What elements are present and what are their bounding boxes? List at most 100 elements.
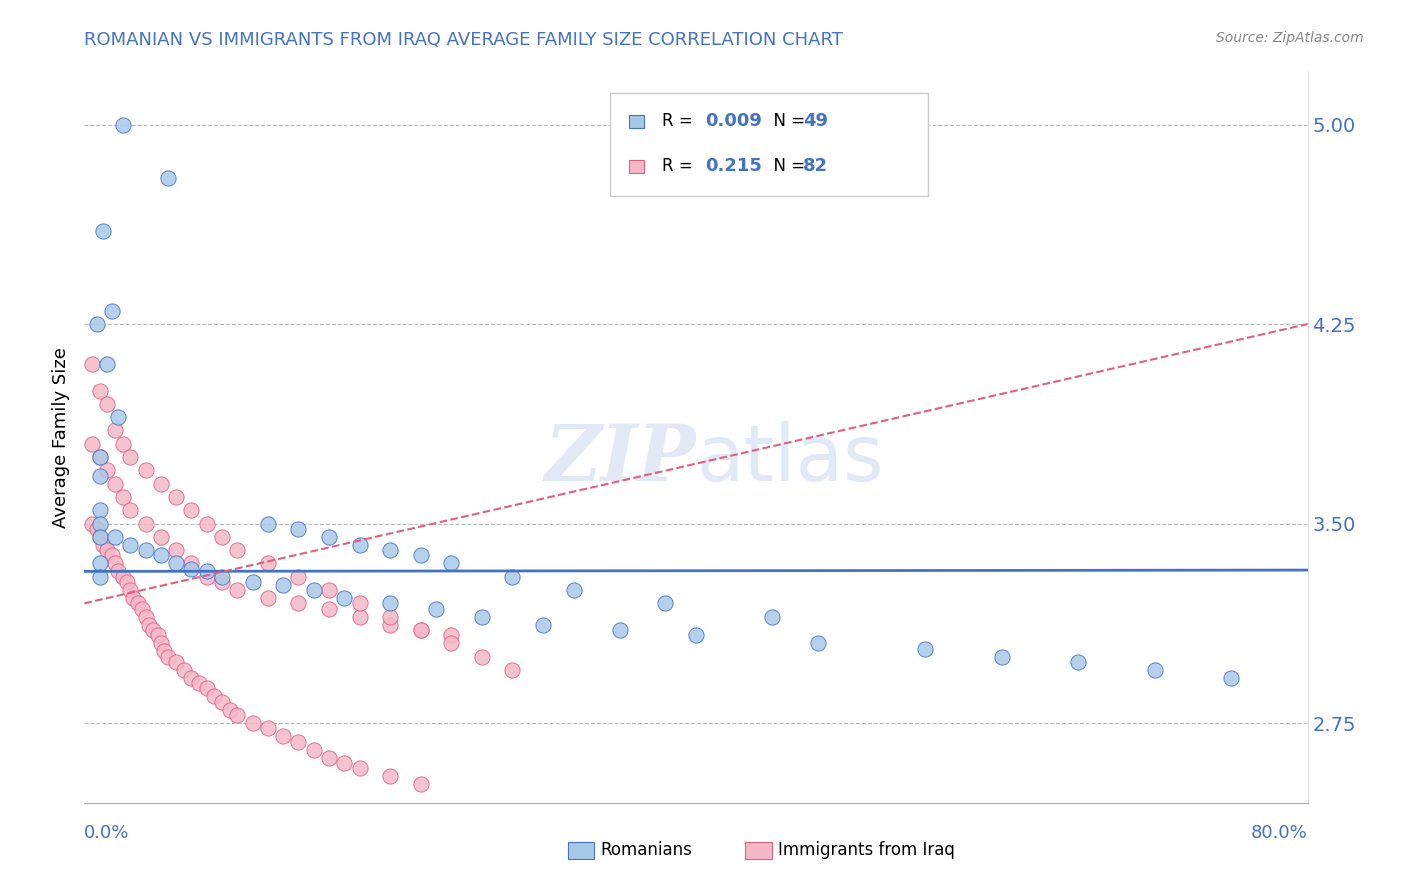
Point bbox=[409, 777, 432, 791]
Text: Immigrants from Iraq: Immigrants from Iraq bbox=[778, 841, 955, 859]
Point bbox=[149, 476, 172, 491]
Point bbox=[211, 575, 233, 590]
Bar bbox=[628, 160, 644, 173]
Point bbox=[153, 644, 176, 658]
Point bbox=[188, 676, 211, 690]
Point bbox=[96, 543, 118, 558]
Point bbox=[195, 681, 218, 696]
Point bbox=[242, 575, 264, 590]
Text: atlas: atlas bbox=[696, 421, 883, 497]
Point bbox=[104, 557, 127, 571]
Point bbox=[165, 557, 187, 571]
Point bbox=[380, 609, 402, 624]
Point bbox=[96, 463, 118, 477]
Point bbox=[318, 750, 340, 764]
Point bbox=[1143, 663, 1166, 677]
Point bbox=[257, 722, 280, 736]
Point bbox=[195, 565, 218, 579]
Point bbox=[165, 655, 187, 669]
Point bbox=[1067, 655, 1090, 669]
Point bbox=[349, 609, 371, 624]
Point bbox=[409, 549, 432, 563]
Text: 0.0%: 0.0% bbox=[84, 824, 129, 842]
Point bbox=[380, 543, 402, 558]
Point bbox=[115, 575, 138, 590]
Point bbox=[440, 628, 463, 642]
Point bbox=[226, 708, 249, 723]
Point bbox=[80, 357, 103, 371]
Point bbox=[104, 476, 127, 491]
Point bbox=[211, 530, 233, 544]
Point bbox=[180, 503, 202, 517]
Point bbox=[142, 623, 165, 637]
Text: 82: 82 bbox=[803, 158, 828, 176]
Point bbox=[107, 565, 129, 579]
Text: ROMANIAN VS IMMIGRANTS FROM IRAQ AVERAGE FAMILY SIZE CORRELATION CHART: ROMANIAN VS IMMIGRANTS FROM IRAQ AVERAGE… bbox=[84, 31, 844, 49]
Text: 49: 49 bbox=[803, 112, 828, 130]
Point bbox=[425, 601, 447, 615]
Point bbox=[609, 623, 631, 637]
Text: 80.0%: 80.0% bbox=[1251, 824, 1308, 842]
Point bbox=[89, 468, 111, 483]
Point bbox=[380, 769, 402, 783]
Point bbox=[89, 530, 111, 544]
Point bbox=[211, 570, 233, 584]
Point bbox=[287, 734, 309, 748]
Point bbox=[80, 436, 103, 450]
Y-axis label: Average Family Size: Average Family Size bbox=[52, 347, 70, 527]
Point bbox=[146, 628, 169, 642]
Text: 0.009: 0.009 bbox=[706, 112, 762, 130]
Point bbox=[120, 582, 142, 597]
Point bbox=[502, 570, 524, 584]
Point bbox=[333, 591, 356, 605]
Point bbox=[135, 463, 157, 477]
Point bbox=[180, 671, 202, 685]
Point bbox=[96, 357, 118, 371]
Point bbox=[89, 503, 111, 517]
Point bbox=[91, 538, 114, 552]
Point bbox=[111, 436, 134, 450]
FancyBboxPatch shape bbox=[610, 94, 928, 195]
Point bbox=[914, 641, 936, 656]
Point bbox=[302, 582, 325, 597]
Point bbox=[96, 397, 118, 411]
Point bbox=[104, 424, 127, 438]
Text: 0.215: 0.215 bbox=[706, 158, 762, 176]
Point bbox=[257, 591, 280, 605]
Point bbox=[1220, 671, 1243, 685]
Point bbox=[226, 543, 249, 558]
Point bbox=[380, 617, 402, 632]
Point bbox=[86, 522, 108, 536]
Text: Romanians: Romanians bbox=[600, 841, 692, 859]
Point bbox=[761, 609, 783, 624]
Point bbox=[111, 118, 134, 132]
Point bbox=[89, 557, 111, 571]
Point bbox=[318, 601, 340, 615]
Point bbox=[122, 591, 145, 605]
Point bbox=[120, 538, 142, 552]
Point bbox=[89, 530, 111, 544]
Text: N =: N = bbox=[763, 158, 810, 176]
Text: ZIP: ZIP bbox=[544, 421, 696, 497]
Point bbox=[138, 617, 160, 632]
Text: Source: ZipAtlas.com: Source: ZipAtlas.com bbox=[1216, 31, 1364, 45]
Point bbox=[157, 170, 180, 185]
Point bbox=[80, 516, 103, 531]
Point bbox=[91, 224, 114, 238]
Point bbox=[111, 570, 134, 584]
Point bbox=[135, 543, 157, 558]
Point bbox=[271, 729, 294, 743]
Point bbox=[302, 742, 325, 756]
Text: R =: R = bbox=[662, 112, 699, 130]
Point bbox=[165, 543, 187, 558]
Point bbox=[195, 516, 218, 531]
Point bbox=[104, 530, 127, 544]
Point bbox=[685, 628, 707, 642]
Point bbox=[349, 761, 371, 775]
Point bbox=[111, 490, 134, 504]
Point bbox=[180, 562, 202, 576]
Point bbox=[287, 596, 309, 610]
Point bbox=[89, 570, 111, 584]
Point bbox=[173, 663, 195, 677]
Point bbox=[89, 450, 111, 464]
